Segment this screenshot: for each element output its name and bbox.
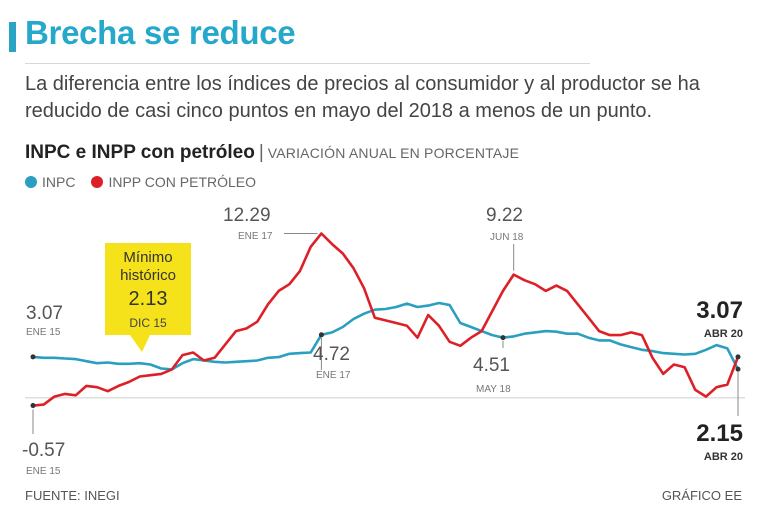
- label-inpp-start-value: -0.57: [22, 440, 65, 461]
- label-inpc-2017-date: ENE 17: [316, 370, 351, 381]
- callout-pointer: [130, 335, 150, 352]
- label-inpp-peak-2017-date: ENE 17: [238, 231, 273, 242]
- label-inpc-2018-value: 4.51: [473, 355, 510, 376]
- title-accent-bar: [9, 22, 16, 52]
- marker-inpc-start: [30, 354, 36, 360]
- marker-inpc-2017: [318, 332, 324, 338]
- callout-value: 2.13: [129, 288, 168, 310]
- subtitle: La diferencia entre los índices de preci…: [25, 73, 700, 122]
- marker-inpc-2018: [500, 335, 506, 341]
- label-inpp-peak-2017-value: 12.29: [223, 205, 271, 226]
- marker-inpp-end: [735, 354, 741, 360]
- label-inpc-2017-value: 4.72: [313, 344, 350, 365]
- label-inpc-end-value: 2.15: [696, 420, 743, 447]
- label-inpc-end-date: ABR 20: [704, 451, 743, 463]
- page-title: Brecha se reduce: [25, 14, 296, 51]
- callout-heading-line1: Mínimo: [123, 249, 172, 266]
- title-separator: |: [258, 142, 264, 163]
- label-inpp-start-date: ENE 15: [26, 466, 61, 477]
- chart-title: INPC e INPP con petróleo: [25, 142, 255, 163]
- marker-inpp-start: [30, 403, 36, 409]
- source-note: FUENTE: INEGI: [25, 488, 120, 503]
- legend-dot-inpc: [25, 176, 37, 188]
- label-inpp-end-date: ABR 20: [704, 328, 743, 340]
- label-inpp-end-value: 3.07: [696, 297, 743, 324]
- title-divider: [25, 63, 590, 64]
- marker-inpc-end: [735, 366, 741, 372]
- label-inpc-start-date: ENE 15: [26, 327, 61, 338]
- graphic-credit: GRÁFICO EE: [661, 488, 742, 503]
- minimum-callout-box: [105, 243, 191, 335]
- legend-item-inpp: INPP CON PETRÓLEO: [91, 174, 256, 190]
- legend-dot-inpp: [91, 176, 104, 188]
- legend-label-inpp: INPP CON PETRÓLEO: [108, 174, 257, 190]
- callout-heading-line2: histórico: [120, 267, 176, 284]
- label-inpc-start-value: 3.07: [26, 303, 63, 324]
- chart-units: VARIACIÓN ANUAL EN PORCENTAJE: [267, 145, 520, 161]
- label-inpc-2018-date: MAY 18: [476, 384, 511, 395]
- callout-date: DIC 15: [129, 316, 167, 330]
- series-line-inpc: [31, 301, 740, 371]
- legend-item-inpc: INPC: [25, 174, 75, 190]
- legend-label-inpc: INPC: [42, 174, 76, 190]
- label-inpp-peak-2018-date: JUN 18: [490, 232, 524, 243]
- label-inpp-peak-2018-value: 9.22: [486, 205, 523, 226]
- legend: INPC INPP CON PETRÓLEO: [25, 174, 256, 190]
- chart-title-row: INPC e INPP con petróleo | VARIACIÓN ANUAL…: [25, 142, 519, 164]
- series-line-inpp: [31, 232, 740, 407]
